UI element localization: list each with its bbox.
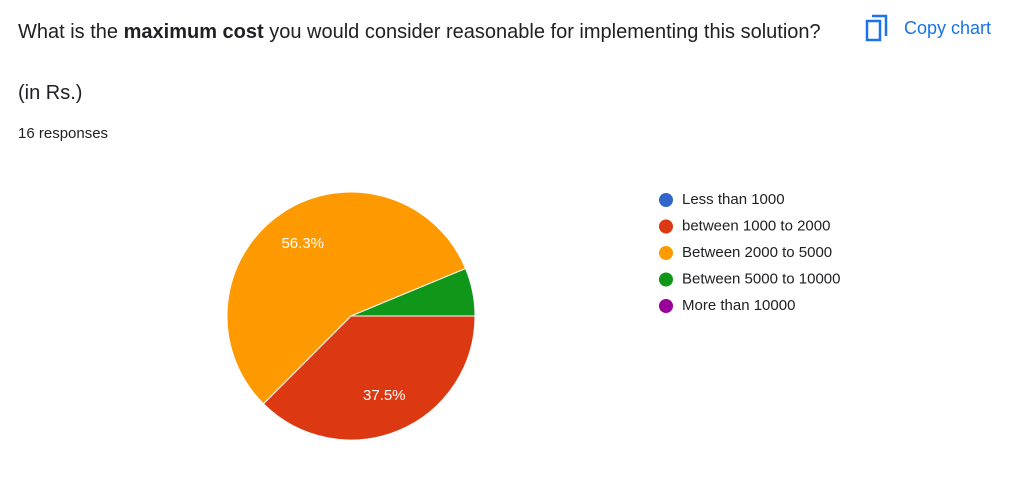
title-text: you would consider reasonable for implem…: [263, 21, 821, 43]
legend-marker: [659, 246, 673, 260]
legend-label: between 1000 to 2000: [682, 217, 830, 234]
title-text: What is the: [18, 21, 124, 43]
pie-slice: [350, 267, 476, 317]
legend-marker: [659, 272, 673, 287]
legend-label: Between 2000 to 5000: [682, 244, 832, 261]
pie-slice: [262, 315, 476, 441]
legend-marker: [659, 299, 673, 313]
title-bold: maximum cost: [123, 21, 264, 43]
data-label: 56.3%: [281, 235, 324, 252]
data-label: 37.5%: [363, 387, 406, 404]
copy-chart-button[interactable]: Copy chart: [864, 14, 991, 42]
legend-label: Between 5000 to 10000: [682, 270, 840, 287]
response-count: 16 responses: [18, 125, 109, 142]
subtitle: (in Rs.): [18, 82, 83, 104]
legend-marker: [659, 193, 673, 207]
chart-title: What is the maximum cost you would consi…: [18, 16, 838, 49]
copy-icon: [865, 14, 888, 42]
pie-slice: [226, 191, 467, 405]
legend-label: More than 10000: [682, 297, 795, 314]
legend-label: Less than 1000: [682, 191, 785, 208]
copy-label: Copy chart: [904, 17, 992, 38]
legend-marker: [659, 219, 673, 234]
